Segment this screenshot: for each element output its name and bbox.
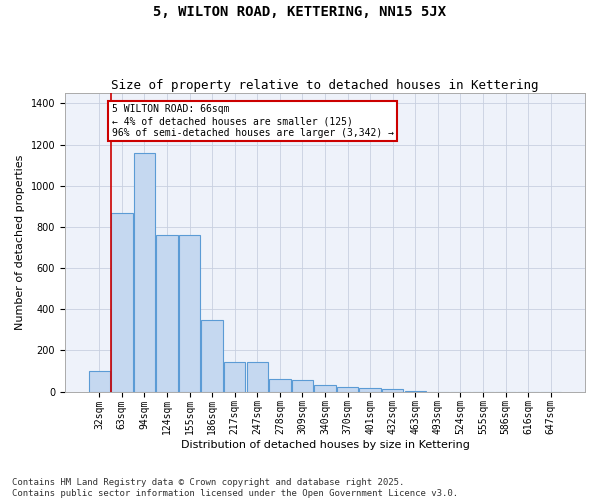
Bar <box>337 388 358 392</box>
Bar <box>247 362 268 392</box>
Bar <box>404 390 426 392</box>
X-axis label: Distribution of detached houses by size in Kettering: Distribution of detached houses by size … <box>181 440 469 450</box>
Bar <box>359 388 381 392</box>
Bar <box>314 386 335 392</box>
Bar <box>382 390 403 392</box>
Bar <box>269 379 290 392</box>
Text: 5 WILTON ROAD: 66sqm
← 4% of detached houses are smaller (125)
96% of semi-detac: 5 WILTON ROAD: 66sqm ← 4% of detached ho… <box>112 104 394 138</box>
Bar <box>89 371 110 392</box>
Bar <box>179 235 200 392</box>
Y-axis label: Number of detached properties: Number of detached properties <box>15 154 25 330</box>
Bar <box>111 212 133 392</box>
Bar <box>292 380 313 392</box>
Text: Contains HM Land Registry data © Crown copyright and database right 2025.
Contai: Contains HM Land Registry data © Crown c… <box>12 478 458 498</box>
Bar <box>224 362 245 392</box>
Text: 5, WILTON ROAD, KETTERING, NN15 5JX: 5, WILTON ROAD, KETTERING, NN15 5JX <box>154 5 446 19</box>
Bar <box>156 235 178 392</box>
Bar <box>202 320 223 392</box>
Title: Size of property relative to detached houses in Kettering: Size of property relative to detached ho… <box>111 79 539 92</box>
Bar <box>134 153 155 392</box>
